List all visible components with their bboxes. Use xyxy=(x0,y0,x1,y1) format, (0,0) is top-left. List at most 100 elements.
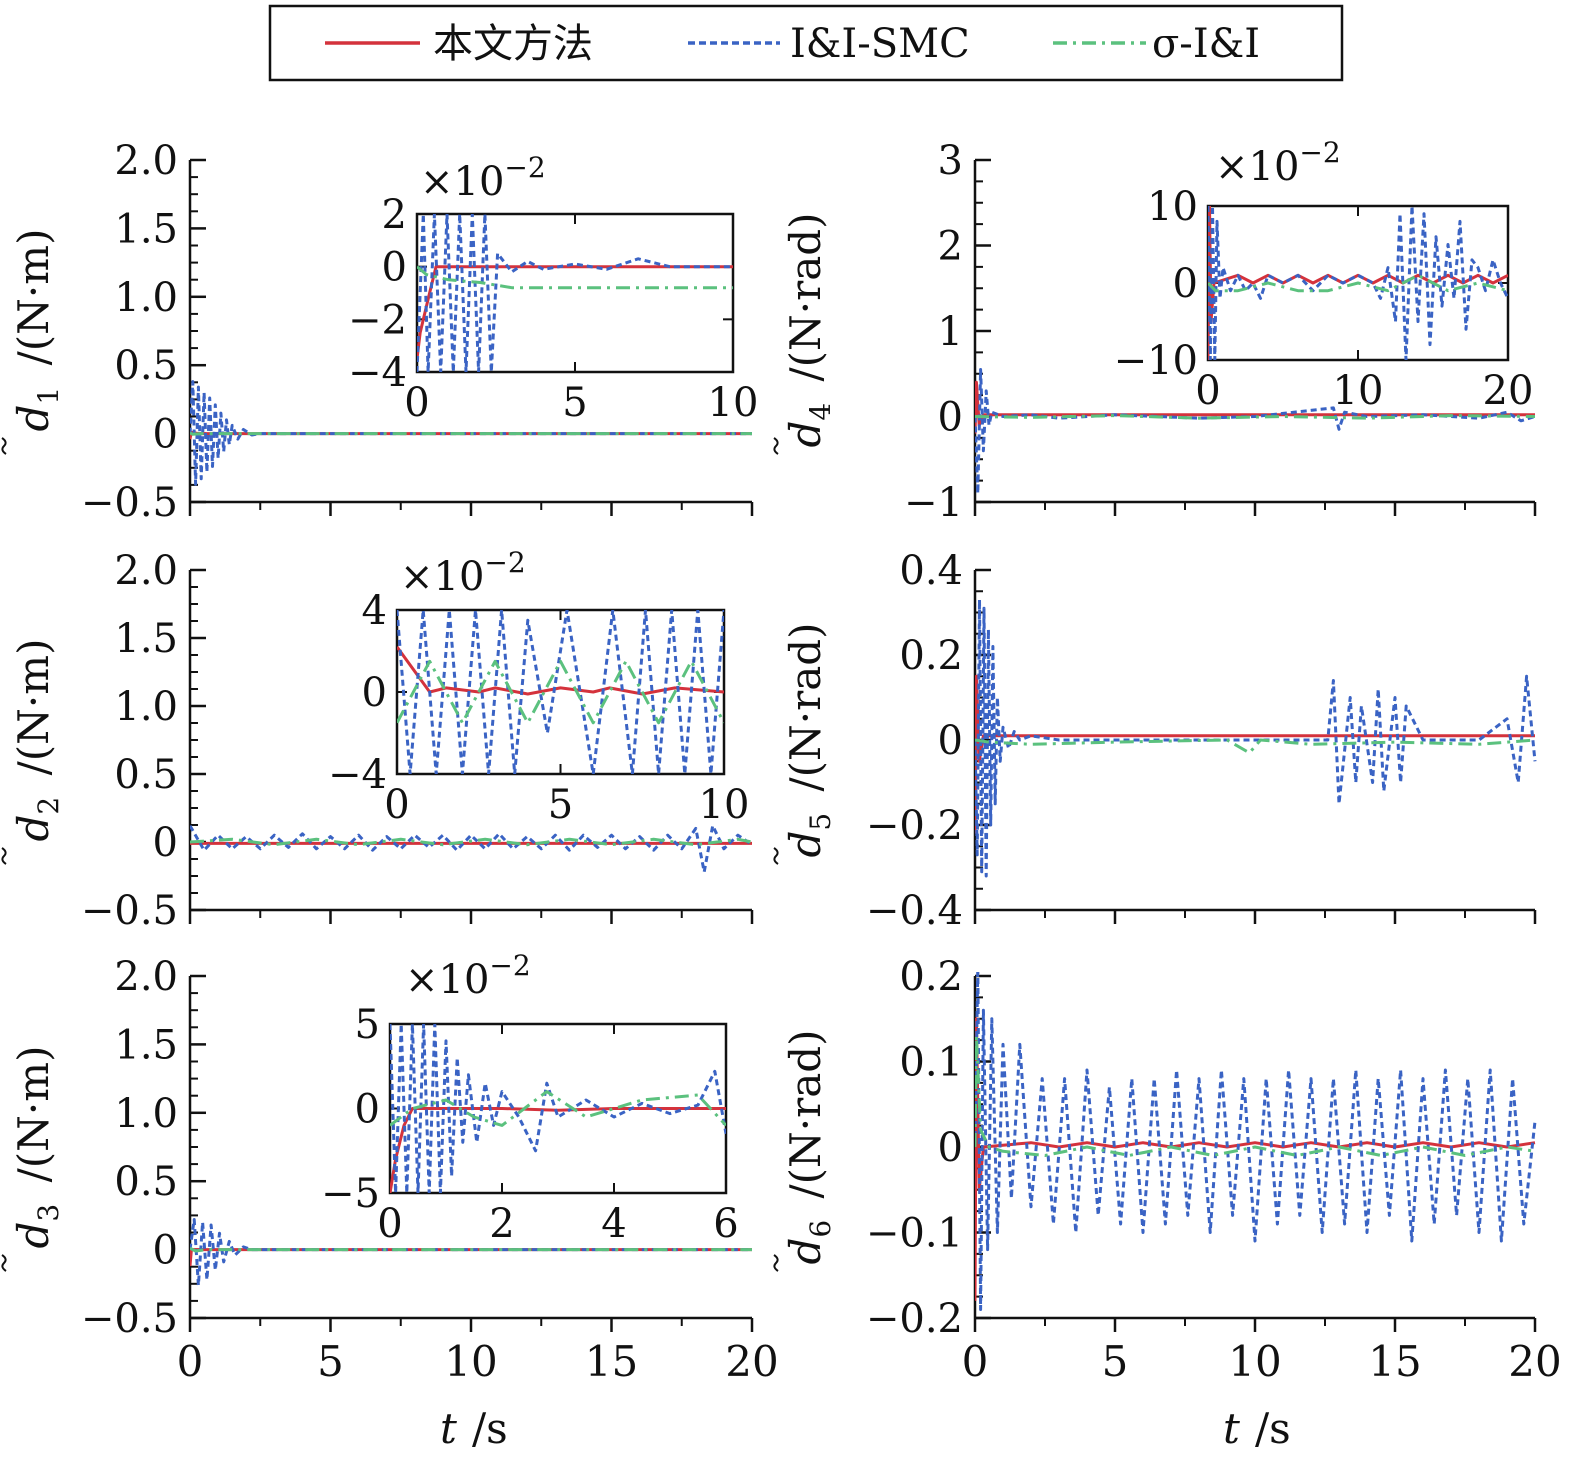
legend-label-sigma-ii: σ-I&I xyxy=(1152,21,1260,67)
d4-ytick-label: 0 xyxy=(938,395,963,441)
d4-y-axis-title: d4 /(N·rad) xyxy=(781,212,837,447)
d6-ytick-label: 0.2 xyxy=(899,954,963,1000)
d3-y-axis-title: d3 /(N·m) xyxy=(9,1046,65,1249)
d3-inset-multiplier: ×10−2 xyxy=(405,949,531,1003)
d3-ytick-label: −0.5 xyxy=(81,1296,178,1342)
d6-series-sigma-ii xyxy=(975,1034,1536,1157)
d4-series-sigma-ii xyxy=(975,414,1536,420)
d2-inset-multiplier-exp: −2 xyxy=(484,546,525,579)
d5-series-sigma-ii xyxy=(975,738,1536,755)
panels: 2.01.51.00.50−0.5d1 /(N·m)20−2−40 5 10×10−… xyxy=(1,136,1562,1386)
d3-xtick-label: 15 xyxy=(585,1337,638,1386)
d3-inset-xtick-label: 2 xyxy=(489,1201,514,1247)
d6-ylabel-subscript: 6 xyxy=(804,1220,837,1238)
d2-ytick-label: 1.5 xyxy=(114,616,178,662)
d3-ylabel-symbol: d xyxy=(9,1222,58,1249)
d1-inset: 20−2−40 5 10×10−2 xyxy=(348,151,758,426)
d1-inset-series-ii-smc xyxy=(417,214,733,372)
d5-ytick-label: −0.2 xyxy=(866,803,963,849)
d1-series-ii-smc xyxy=(190,380,752,486)
d1-ytick-label: 0.5 xyxy=(114,343,178,389)
panel-d2: 2.01.51.00.50−0.5d2 /(N·m)40−40 5 10×10−2 xyxy=(1,546,754,934)
d3-ytick-label: 2.0 xyxy=(114,954,178,1000)
d2-ylabel-tilde xyxy=(1,847,7,865)
d4-ytick-label: −1 xyxy=(904,480,963,526)
d3-ylabel-unit: /(N·m) xyxy=(9,1046,58,1196)
d3-ytick-label: 1.0 xyxy=(114,1091,178,1137)
d3-inset-multiplier-base: ×10 xyxy=(405,957,489,1003)
d2-ytick-label: 2.0 xyxy=(114,548,178,594)
d4-ylabel-tilde xyxy=(773,437,779,455)
d4-series-ii-smc xyxy=(975,368,1536,495)
d1-inset-multiplier-exp: −2 xyxy=(504,151,545,184)
d1-y-axis-title: d1 /(N·m) xyxy=(9,229,65,432)
d4-inset: 100−100 10 20×10−2 xyxy=(1114,136,1534,414)
d4-ylabel-unit: /(N·rad) xyxy=(781,212,830,394)
d2-inset: 40−40 5 10×10−2 xyxy=(328,546,749,828)
d1-inset-ytick-label: 2 xyxy=(382,192,407,238)
d2-ytick-label: −0.5 xyxy=(81,888,178,934)
d4-inset-series-ii-smc xyxy=(1208,206,1508,360)
d1-series-sigma-ii xyxy=(190,431,752,436)
x-axis-title-left: t /s xyxy=(440,1404,508,1453)
d4-ylabel-symbol: d xyxy=(781,421,830,448)
d5-series-ii-smc xyxy=(975,598,1537,878)
d1-inset-ytick-label: 0 xyxy=(382,245,407,291)
d3-inset-multiplier-exp: −2 xyxy=(489,949,530,982)
x-axis-title-right: t /s xyxy=(1223,1404,1291,1453)
d5-ylabel-unit: /(N·rad) xyxy=(781,622,830,804)
d5-ylabel-subscript: 5 xyxy=(804,813,837,831)
x-axis-unit-right: /s xyxy=(1255,1404,1291,1453)
d6-series-ii-smc xyxy=(975,972,1537,1311)
d6-xtick-label: 10 xyxy=(1228,1337,1281,1386)
d4-inset-multiplier-base: ×10 xyxy=(1215,144,1299,190)
d2-inset-ytick-label: 0 xyxy=(362,670,387,716)
d6-y-axis-title: d6 /(N·rad) xyxy=(781,1029,837,1264)
d1-ytick-label: 2.0 xyxy=(114,138,178,184)
legend-label-ii-smc: I&I-SMC xyxy=(790,21,970,67)
d6-xtick-label: 15 xyxy=(1368,1337,1421,1386)
d2-inset-series-ii-smc xyxy=(397,610,724,774)
d1-ytick-label: 1.5 xyxy=(114,206,178,252)
x-axis-var-left: t xyxy=(440,1404,457,1453)
panel-d5: 0.4 0.2 0 −0.2 −0.4 d5 /(N·rad) xyxy=(773,548,1537,934)
d3-inset-ytick-label: 0 xyxy=(355,1087,380,1133)
d4-inset-ytick-label: −10 xyxy=(1114,338,1198,384)
d4-inset-xtick-label: 10 xyxy=(1333,368,1384,414)
d3-inset-xtick-label: 6 xyxy=(713,1201,738,1247)
d2-inset-multiplier-base: ×10 xyxy=(400,554,484,600)
d2-inset-xtick-label: 5 xyxy=(548,782,573,828)
d1-inset-series-sigma-ii xyxy=(417,265,733,290)
d6-ytick-label: 0.1 xyxy=(899,1040,963,1086)
d3-series-proposed xyxy=(190,1248,752,1267)
d2-inset-multiplier: ×10−2 xyxy=(400,546,526,600)
d4-inset-xtick-label: 20 xyxy=(1483,368,1534,414)
d5-ylabel-tilde xyxy=(773,847,779,865)
d2-ytick-label: 0 xyxy=(153,820,178,866)
d5-y-axis-title: d5 /(N·rad) xyxy=(781,622,837,857)
d3-ytick-label: 0.5 xyxy=(114,1159,178,1205)
d6-xtick-label: 5 xyxy=(1102,1337,1129,1386)
d2-ytick-label: 1.0 xyxy=(114,684,178,730)
d3-inset-series-sigma-ii xyxy=(390,1090,726,1127)
d4-ylabel-subscript: 4 xyxy=(804,403,837,421)
d4-inset-series-sigma-ii xyxy=(1208,273,1508,293)
d2-series-ii-smc xyxy=(190,824,753,874)
d6-xtick-label: 0 xyxy=(962,1337,989,1386)
d2-inset-xtick-label: 10 xyxy=(699,782,750,828)
d1-inset-ytick-label: −2 xyxy=(348,297,407,343)
d2-inset-ytick-label: −4 xyxy=(328,752,387,798)
d3-series-ii-smc xyxy=(190,1218,752,1287)
d2-inset-series-sigma-ii xyxy=(397,659,724,725)
d2-inset-ytick-label: 4 xyxy=(362,588,387,634)
d3-xtick-label: 10 xyxy=(444,1337,497,1386)
d2-y-axis-title: d2 /(N·m) xyxy=(9,639,65,842)
d6-ytick-label: −0.1 xyxy=(866,1211,963,1257)
d2-ytick-label: 0.5 xyxy=(114,752,178,798)
d1-ylabel-subscript: 1 xyxy=(32,387,65,405)
d6-ytick-label: −0.2 xyxy=(866,1296,963,1342)
d4-inset-ytick-label: 10 xyxy=(1147,184,1198,230)
